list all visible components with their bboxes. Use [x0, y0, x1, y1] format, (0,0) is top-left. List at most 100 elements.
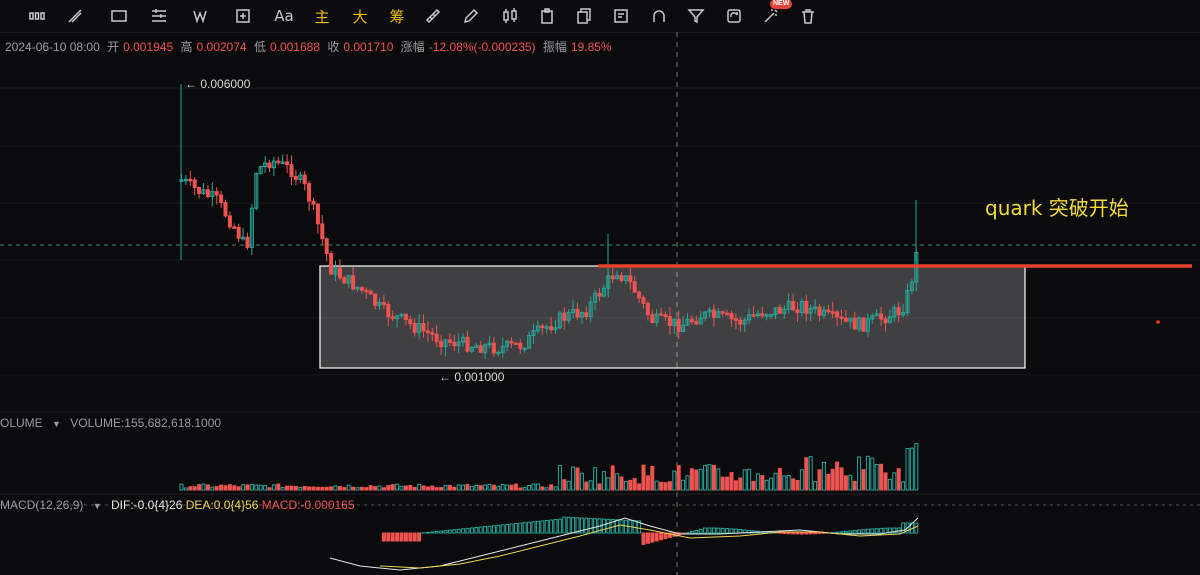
volume-bar: [659, 481, 664, 491]
magic-tool-icon[interactable]: NEW: [758, 0, 793, 28]
candle-body: [659, 313, 664, 316]
volume-bar: [575, 467, 580, 491]
fib-lines-icon[interactable]: [146, 4, 172, 28]
main-indicator-button[interactable]: 主: [314, 7, 330, 26]
candle-body: [887, 316, 892, 324]
candle-body: [830, 311, 835, 314]
candle-body: [610, 275, 615, 280]
volume-bar: [267, 487, 272, 491]
candle-body: [689, 318, 694, 323]
macd-histogram-bar: [887, 527, 892, 534]
note-icon[interactable]: [608, 4, 634, 28]
volume-bar: [333, 485, 338, 491]
candle-body: [232, 226, 237, 229]
candle-body: [298, 174, 303, 180]
candle-body: [632, 281, 637, 293]
clipboard-icon[interactable]: [534, 4, 560, 28]
candle-body: [879, 313, 884, 320]
volume-bar: [544, 487, 549, 491]
candle-body: [271, 160, 276, 169]
macd-histogram-bar: [395, 532, 400, 542]
candle-body: [760, 313, 765, 317]
volume-bar: [254, 484, 259, 491]
volume-bar: [751, 480, 756, 491]
volume-bar: [518, 487, 523, 491]
candle-body: [901, 312, 906, 316]
pencil-icon[interactable]: [458, 4, 484, 28]
candle-body: [685, 318, 690, 326]
volume-bar: [667, 481, 672, 491]
macd-histogram-bar: [412, 532, 417, 542]
volume-bar: [179, 483, 184, 491]
candle-body: [487, 342, 492, 346]
drawing-toolbar: Aa 主 大 筹 NEW: [0, 0, 1200, 33]
volume-bar: [245, 484, 250, 491]
volume-bar: [439, 487, 444, 491]
macd-histogram-bar: [425, 531, 430, 534]
candle-body: [399, 313, 404, 317]
candle-body: [892, 307, 897, 318]
macd-histogram-bar: [456, 528, 461, 534]
candle-body: [553, 327, 558, 331]
candle-body: [601, 287, 606, 297]
rectangle-icon[interactable]: [106, 4, 132, 28]
volume-bar: [615, 473, 620, 491]
volume-bar: [219, 484, 224, 491]
macd-histogram-bar: [584, 517, 589, 534]
volume-bar: [892, 472, 897, 491]
measure-icon[interactable]: [230, 4, 256, 28]
bars-icon[interactable]: [24, 4, 50, 28]
volume-bar: [685, 475, 690, 491]
volume-bar: [914, 443, 919, 491]
dropdown-icon[interactable]: ▼: [92, 501, 102, 511]
candle-body: [579, 312, 584, 318]
macd-histogram-bar: [791, 532, 796, 535]
candle-body: [707, 309, 712, 313]
dropdown-icon[interactable]: ▼: [52, 419, 61, 429]
trash-icon[interactable]: [795, 4, 821, 28]
chip-button[interactable]: 筹: [389, 7, 405, 26]
candle-body: [571, 309, 576, 314]
candle-body: [896, 307, 901, 316]
volume-bar: [799, 469, 804, 491]
volume-legend: OLUME ▼ VOLUME:155,682,618.1000: [0, 416, 221, 430]
macd-histogram-bar: [852, 530, 857, 534]
volume-bar: [808, 456, 813, 491]
volume-bar: [835, 461, 840, 491]
copy-icon[interactable]: [571, 4, 597, 28]
macd-histogram-bar: [447, 529, 452, 534]
candle-body: [531, 330, 536, 336]
candle-body: [703, 311, 708, 319]
volume-bar: [795, 480, 800, 491]
candle-body: [773, 307, 778, 316]
macd-histogram-bar: [698, 528, 703, 534]
candles-icon[interactable]: [497, 4, 523, 28]
candle-body: [315, 203, 320, 225]
candle-body: [205, 189, 210, 198]
volume-bar: [791, 478, 796, 491]
volume-bar: [412, 486, 417, 491]
candle-body: [254, 173, 259, 209]
volume-bar: [496, 485, 501, 491]
wave-icon[interactable]: [188, 4, 214, 28]
candle-body: [329, 253, 334, 275]
candle-body: [751, 314, 756, 317]
volume-bar: [386, 485, 391, 491]
candle-body: [469, 347, 474, 352]
candle-body: [474, 345, 479, 349]
magnet-icon[interactable]: [646, 4, 672, 28]
dea-line: [379, 524, 919, 569]
filter-icon[interactable]: [683, 4, 709, 28]
text-tool-button[interactable]: Aa: [274, 7, 294, 25]
volume-bar: [610, 465, 615, 491]
ruler-icon[interactable]: [420, 4, 446, 28]
sync-icon[interactable]: [721, 4, 747, 28]
macd-histogram-bar: [857, 529, 862, 534]
volume-bar: [720, 476, 725, 491]
big-button[interactable]: 大: [352, 7, 368, 26]
macd-histogram-bar: [381, 532, 386, 542]
candle-body: [421, 322, 426, 332]
trendline-icon[interactable]: [62, 4, 88, 28]
volume-bar: [505, 484, 510, 491]
